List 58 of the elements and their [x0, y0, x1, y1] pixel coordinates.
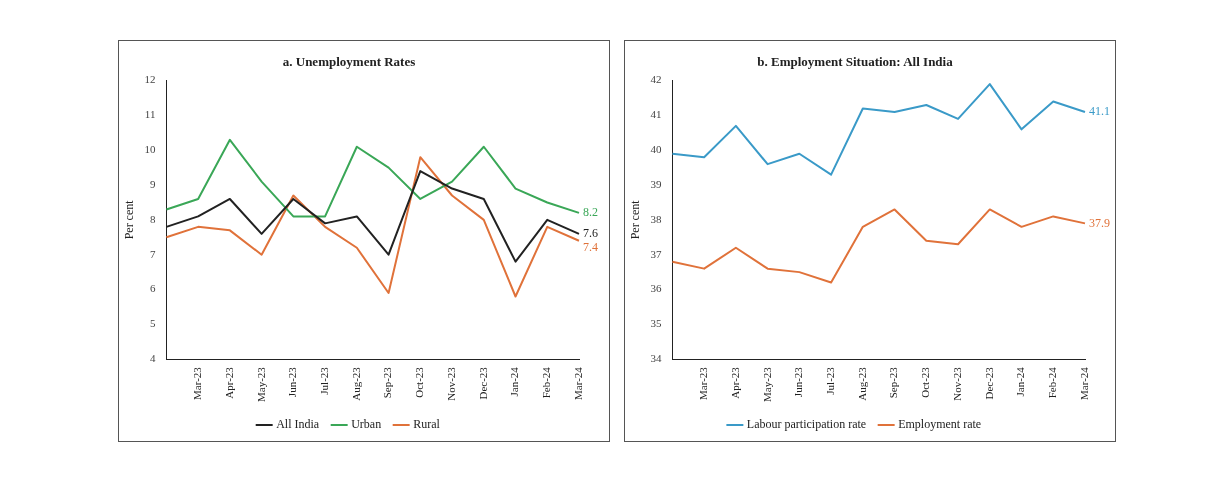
y-tick-label: 35	[650, 317, 662, 330]
x-tick-label: Oct-23	[413, 366, 426, 398]
x-tick-label: Nov-23	[444, 366, 457, 401]
x-tick-label: Sep-23	[887, 366, 900, 399]
y-axis-title: Per cent	[628, 199, 643, 240]
chart-title: b. Employment Situation: All India	[757, 54, 954, 70]
data-label: 41.1	[1089, 104, 1110, 119]
x-tick-label: Oct-23	[919, 366, 932, 398]
x-tick-label: Feb-24	[540, 366, 553, 399]
y-tick-label: 34	[650, 352, 662, 365]
y-tick-label: 11	[144, 108, 156, 121]
y-tick-label: 37	[650, 247, 662, 260]
x-tick-label: Dec-23	[982, 366, 995, 400]
x-tick-label: Mar-24	[1077, 366, 1090, 400]
y-tick-label: 8	[149, 212, 156, 225]
x-tick-label: Aug-23	[855, 366, 868, 401]
x-tick-label: Sep-23	[381, 366, 394, 399]
x-tick-label: Mar-24	[571, 366, 584, 400]
y-tick-label: 9	[149, 177, 156, 190]
chart-title: a. Unemployment Rates	[282, 54, 416, 70]
y-tick-label: 40	[650, 143, 662, 156]
x-tick-label: Apr-23	[222, 366, 235, 399]
y-tick-label: 42	[650, 73, 662, 86]
x-tick-label: Jun-23	[286, 366, 299, 398]
y-axis-title: Per cent	[122, 199, 137, 240]
y-tick-label: 39	[650, 177, 662, 190]
y-tick-label: 7	[149, 247, 156, 260]
x-tick-label: Apr-23	[728, 366, 741, 399]
legend-label: Labour participation rate	[746, 417, 867, 432]
legend-label: Employment rate	[898, 417, 982, 432]
y-tick-label: 10	[144, 143, 156, 156]
x-tick-label: Jan-24	[508, 366, 521, 397]
x-tick-label: Jul-23	[317, 366, 330, 395]
x-tick-label: Nov-23	[950, 366, 963, 401]
data-label: 8.2	[583, 205, 598, 220]
y-tick-label: 36	[650, 282, 662, 295]
data-label: 37.9	[1089, 215, 1110, 230]
x-tick-label: Jul-23	[823, 366, 836, 395]
x-tick-label: May-23	[254, 366, 267, 402]
y-tick-label: 41	[650, 108, 662, 121]
x-tick-label: Dec-23	[476, 366, 489, 400]
y-tick-label: 6	[149, 282, 156, 295]
x-tick-label: Feb-24	[1046, 366, 1059, 399]
legend-label: All India	[276, 417, 320, 432]
x-tick-label: Jan-24	[1014, 366, 1027, 397]
legend-label: Rural	[413, 417, 441, 432]
legend-label: Urban	[351, 417, 382, 432]
y-tick-label: 5	[149, 317, 156, 330]
x-tick-label: Aug-23	[349, 366, 362, 401]
y-tick-label: 4	[149, 352, 156, 365]
y-tick-label: 12	[144, 73, 156, 86]
x-tick-label: Mar-23	[191, 366, 204, 400]
x-tick-label: May-23	[760, 366, 773, 402]
y-tick-label: 38	[650, 212, 662, 225]
data-label: 7.4	[583, 239, 598, 254]
x-tick-label: Mar-23	[697, 366, 710, 400]
data-label: 7.6	[583, 225, 598, 240]
x-tick-label: Jun-23	[792, 366, 805, 398]
